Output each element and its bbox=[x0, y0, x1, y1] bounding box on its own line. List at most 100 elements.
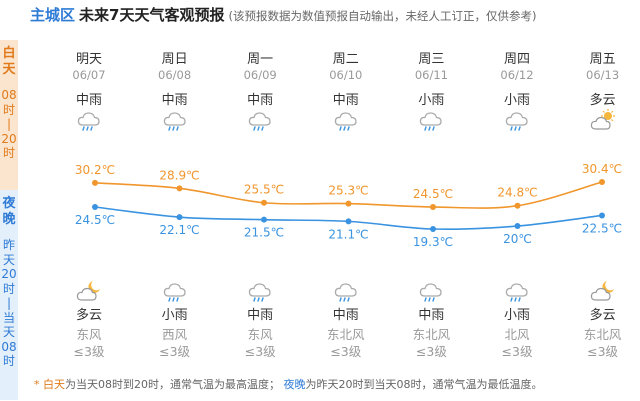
footnote-night-word: 夜晚 bbox=[283, 378, 306, 391]
low-temp-point bbox=[599, 212, 605, 219]
high-temp-label: 25.3℃ bbox=[328, 184, 368, 198]
wind-direction: 西风 bbox=[162, 327, 188, 342]
date-label: 06/12 bbox=[500, 68, 534, 82]
date-label: 06/11 bbox=[414, 68, 448, 82]
wind-level: ≤3级 bbox=[244, 344, 276, 359]
low-temp-label: 19.3℃ bbox=[413, 235, 453, 249]
page-title: 未来7天天气客观预报 bbox=[79, 6, 225, 24]
day-label: 白天 bbox=[2, 46, 16, 77]
district-label: 主城区 bbox=[30, 6, 76, 24]
day-weather-label: 中雨 bbox=[75, 93, 102, 108]
day-name: 明天 bbox=[75, 52, 102, 67]
date-label: 06/08 bbox=[158, 68, 192, 82]
high-temp-point bbox=[176, 185, 183, 192]
day-name: 周二 bbox=[332, 52, 359, 67]
low-temp-label: 21.5℃ bbox=[244, 226, 284, 240]
rain-icon bbox=[502, 279, 532, 303]
night-weather-label: 中雨 bbox=[247, 308, 274, 323]
rain-icon bbox=[331, 279, 361, 303]
high-temp-point bbox=[430, 203, 436, 210]
rain-icon bbox=[160, 108, 190, 132]
day-side-label: 白天 08 时 | 20 时 bbox=[0, 40, 18, 190]
low-temp-label: 22.1℃ bbox=[159, 223, 199, 237]
rain-icon bbox=[416, 279, 446, 303]
footnote: * 白天为当天08时到20时，通常气温为最高温度； 夜晚为昨天20时到当天08时… bbox=[34, 376, 543, 392]
low-temp-label: 24.5℃ bbox=[75, 213, 115, 227]
footnote-day-text: 为当天08时到20时，通常气温为最高温度； bbox=[65, 378, 280, 391]
date-label: 06/09 bbox=[243, 68, 277, 82]
day-weather-label: 中雨 bbox=[161, 93, 188, 108]
rain-icon bbox=[502, 108, 532, 132]
night-weather-label: 多云 bbox=[75, 308, 102, 323]
high-temp-label: 28.9℃ bbox=[159, 168, 199, 182]
high-temp-point bbox=[514, 202, 521, 209]
high-temp-point bbox=[345, 200, 352, 207]
date-label: 06/13 bbox=[586, 68, 620, 82]
rain-icon bbox=[331, 108, 361, 132]
wind-level: ≤3级 bbox=[501, 344, 533, 359]
wind-level: ≤3级 bbox=[159, 344, 191, 359]
footnote-night-text: 为昨天20时到当天08时，通常气温为最低温度。 bbox=[305, 378, 543, 391]
rain-icon bbox=[245, 108, 275, 132]
wind-level: ≤3级 bbox=[587, 344, 619, 359]
day-weather-label: 小雨 bbox=[418, 93, 445, 108]
wind-direction: 东风 bbox=[76, 327, 102, 342]
high-temp-point bbox=[599, 179, 605, 185]
wind-direction: 东北风 bbox=[412, 327, 451, 342]
low-temp-point bbox=[514, 223, 521, 230]
night-label: 夜晚 bbox=[2, 196, 16, 227]
low-temp-point bbox=[430, 226, 436, 232]
night-weather-label: 小雨 bbox=[161, 308, 188, 323]
low-temp-point bbox=[92, 203, 98, 210]
day-name: 周日 bbox=[161, 52, 188, 67]
high-temp-point bbox=[92, 179, 98, 186]
low-temp-label: 20℃ bbox=[503, 232, 532, 246]
low-temp-point bbox=[345, 218, 352, 225]
wind-direction: 东北风 bbox=[327, 327, 365, 342]
disclaimer-note: (该预报数据为数值预报自动输出，未经人工订正，仅供参考) bbox=[228, 9, 537, 23]
high-temp-label: 25.5℃ bbox=[244, 183, 284, 197]
high-temp-label: 24.8℃ bbox=[497, 186, 537, 200]
rain-icon bbox=[160, 279, 190, 303]
wind-direction: 东北风 bbox=[583, 327, 622, 342]
partly-cloudy-night-icon bbox=[74, 279, 104, 303]
wind-level: ≤3级 bbox=[73, 344, 105, 359]
night-weather-label: 小雨 bbox=[503, 308, 530, 323]
low-temp-point bbox=[176, 214, 183, 221]
night-time-range: 昨天 20 时 | 当天 08 时 bbox=[1, 238, 17, 368]
high-temp-label: 30.4℃ bbox=[582, 162, 622, 176]
wind-level: ≤3级 bbox=[415, 344, 447, 359]
rain-icon bbox=[74, 108, 104, 132]
day-weather-label: 小雨 bbox=[503, 93, 530, 108]
date-label: 06/10 bbox=[329, 68, 363, 82]
wind-level: ≤3级 bbox=[330, 344, 362, 359]
high-temp-label: 24.5℃ bbox=[413, 187, 453, 201]
day-name: 周三 bbox=[418, 52, 445, 67]
night-weather-label: 多云 bbox=[589, 308, 616, 323]
day-time-range: 08 时 | 20 时 bbox=[1, 88, 17, 160]
low-temp-point bbox=[261, 216, 267, 223]
high-temp-label: 30.2℃ bbox=[75, 163, 115, 177]
day-weather-label: 中雨 bbox=[247, 93, 274, 108]
wind-direction: 北风 bbox=[504, 327, 530, 342]
partly-cloudy-day-icon bbox=[588, 108, 618, 132]
forecast-header: 主城区 未来7天天气客观预报 (该预报数据为数值预报自动输出，未经人工订正，仅供参考… bbox=[30, 4, 536, 24]
day-name: 周一 bbox=[247, 52, 274, 67]
rain-icon bbox=[245, 279, 275, 303]
day-weather-label: 中雨 bbox=[332, 93, 359, 108]
rain-icon bbox=[416, 108, 446, 132]
partly-cloudy-night-icon bbox=[588, 279, 618, 303]
date-label: 06/07 bbox=[72, 68, 106, 82]
wind-direction: 东风 bbox=[247, 327, 273, 342]
footnote-star: * bbox=[34, 378, 40, 391]
night-weather-label: 中雨 bbox=[418, 308, 445, 323]
night-weather-label: 中雨 bbox=[332, 308, 359, 323]
day-name: 周五 bbox=[589, 52, 616, 67]
low-temp-label: 22.5℃ bbox=[582, 221, 622, 235]
high-temp-point bbox=[261, 199, 267, 206]
night-side-label: 夜晚 昨天 20 时 | 当天 08 时 bbox=[0, 190, 18, 400]
day-weather-label: 多云 bbox=[589, 93, 616, 108]
footnote-day-word: 白天 bbox=[43, 378, 65, 391]
low-temp-label: 21.1℃ bbox=[328, 227, 368, 241]
